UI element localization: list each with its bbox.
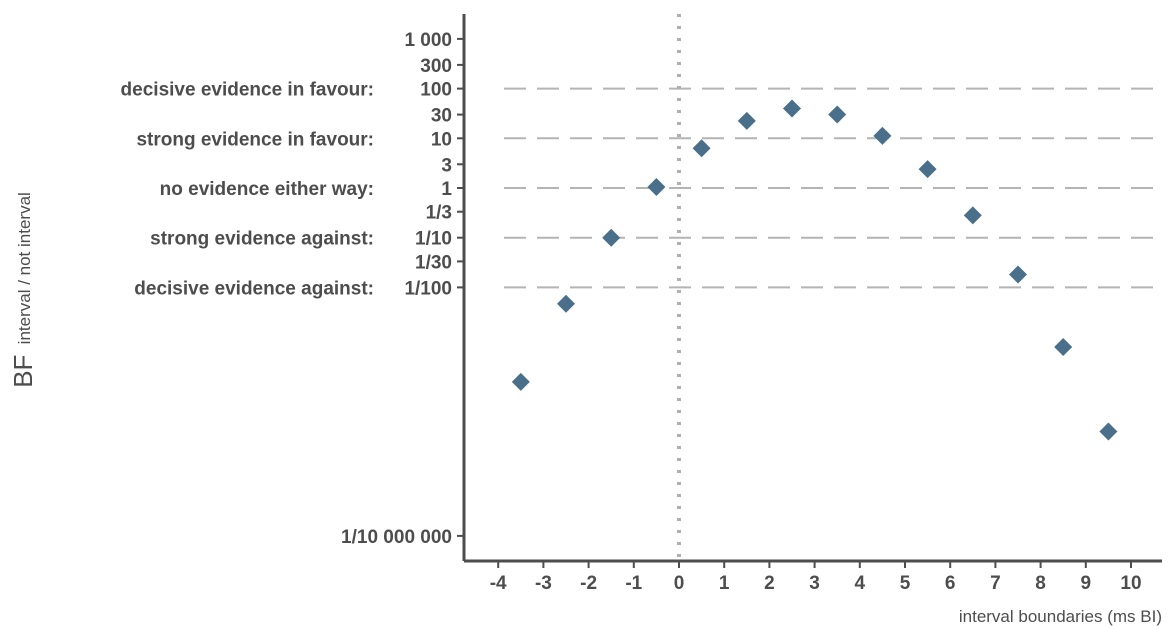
x-axis-title: interval boundaries (ms BI) [959,607,1162,626]
data-point [511,372,530,391]
x-tick-label: 1 [719,573,730,594]
y-tick-label: 30 [431,106,452,127]
y-tick-label: 1/100 [404,278,452,299]
data-point [737,111,756,130]
data-point [692,139,711,158]
y-tick-label: 1 [441,179,452,200]
evidence-label: decisive evidence against: [134,278,374,299]
evidence-label: decisive evidence in favour: [121,80,374,101]
data-point [783,99,801,118]
y-tick-label: 300 [420,56,452,77]
y-axis-title-sub: interval / not interval [15,192,34,344]
y-tick-label: 1 000 [404,30,452,51]
data-point [1054,338,1073,357]
data-point [1009,265,1027,284]
x-tick-labels: -4 -3 -2 -1 0 1 2 3 4 5 6 7 8 9 10 [490,561,1142,594]
x-tick-label: 9 [1081,573,1092,594]
x-tick-label: -1 [625,573,642,594]
y-tick-label: 3 [441,155,452,176]
x-tick-label: 5 [900,573,911,594]
x-tick-label: 3 [809,573,820,594]
y-tick-label: 10 [431,129,452,150]
x-tick-label: -3 [535,573,552,594]
data-point [1099,422,1118,441]
x-tick-label: 8 [1035,573,1046,594]
data-point [873,126,892,145]
x-tick-label: 2 [764,573,775,594]
x-tick-label: 7 [990,573,1001,594]
evidence-label: no evidence either way: [160,179,374,200]
data-point [557,294,575,313]
x-tick-label: 6 [945,573,956,594]
y-tick-label: 1/10 000 000 [341,527,452,548]
data-point [918,160,937,179]
x-tick-label: -2 [580,573,597,594]
y-tick-label: 1/10 [415,229,452,250]
data-point [602,228,621,247]
x-tick-label: 0 [674,573,685,594]
y-tick-label: 100 [420,80,452,101]
x-tick-label: 4 [855,573,866,594]
y-tick-label: 1/30 [415,252,452,273]
evidence-label: strong evidence against: [150,229,374,250]
x-tick-label: 10 [1120,573,1141,594]
y-axis-title: BF interval / not interval [8,192,38,388]
y-tick-label: 1/3 [426,203,452,224]
data-points [511,99,1118,441]
data-point [647,178,666,197]
data-point [828,105,847,124]
evidence-labels: decisive evidence in favour: strong evide… [121,80,374,300]
x-tick-label: -4 [490,573,507,594]
data-point [963,206,982,225]
y-axis-title-main: BF [8,355,38,388]
evidence-label: strong evidence in favour: [136,129,374,150]
